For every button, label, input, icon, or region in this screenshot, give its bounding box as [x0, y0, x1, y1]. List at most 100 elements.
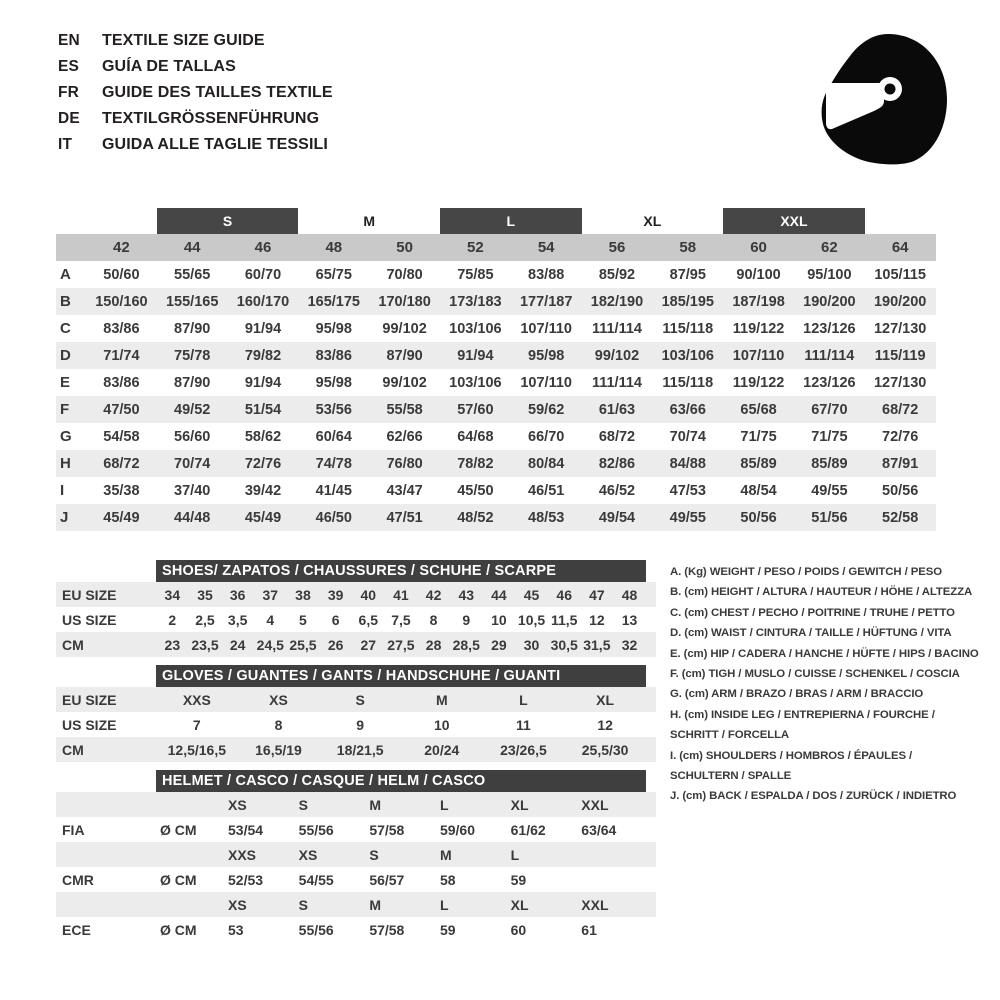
helmet-unit-label: Ø CM [160, 921, 197, 938]
shoes-cell: 7,5 [391, 611, 411, 628]
cell-f-50: 55/58 [386, 401, 423, 418]
cell-f-42: 47/50 [103, 401, 140, 418]
shoes-cell: 41 [393, 586, 409, 603]
legend-item: SCHRITT / FORCELLA [670, 729, 790, 742]
cell-c-46: 91/94 [244, 320, 282, 337]
cell-j-48: 46/50 [315, 509, 352, 526]
row-label-a: A [60, 266, 71, 283]
cell-b-42: 150/160 [95, 293, 148, 310]
shoes-cell: 3,5 [227, 611, 248, 628]
shoes-cell: 39 [327, 586, 344, 603]
shoes-cell: 24,5 [256, 636, 284, 653]
shoes-cell: 32 [621, 636, 638, 653]
cell-g-58: 70/74 [669, 428, 706, 445]
helmet-size-cell: XXL [581, 796, 609, 813]
gloves-row: CM 12,5/16,5 16,5/19 18/21,5 20/24 23/26,5 25,… [56, 737, 656, 762]
cell-i-42: 35/38 [103, 482, 140, 499]
size-band-empty [865, 208, 936, 234]
band-row-spacer [56, 208, 86, 234]
cell-h-50: 76/80 [386, 455, 423, 472]
size-band-row: S M L XL XXL [56, 208, 936, 234]
size-header-48: 48 [325, 239, 343, 256]
cell-j-42: 45/49 [103, 509, 140, 526]
cell-j-56: 49/54 [598, 509, 636, 526]
cell-g-50: 62/66 [386, 428, 423, 445]
cell-b-50: 170/180 [378, 293, 431, 310]
cell-c-54: 107/110 [520, 320, 572, 337]
gloves-row-cells: XXS XS S M L XL [156, 692, 646, 708]
legend-item: I. (cm) SHOULDERS / HOMBROS / ÉPAULES / [670, 749, 913, 762]
helmet-value-cell: 52/53 [228, 871, 264, 888]
cell-e-46: 91/94 [244, 374, 282, 391]
helmet-size-row: XXS XS S M L [56, 842, 656, 867]
helmet-size-cell: M [369, 796, 381, 813]
shoes-row-cells: 34 35 36 37 38 39 40 41 42 43 44 45 46 47 48 [156, 587, 646, 603]
cell-j-58: 49/55 [669, 509, 706, 526]
helmet-size-cell: XXL [581, 896, 609, 913]
cell-j-44: 44/48 [174, 509, 211, 526]
helmet-value-cell: 54/55 [298, 871, 334, 888]
helmet-size-cell [575, 847, 646, 863]
shoes-cell: 23,5 [191, 636, 219, 653]
helmet-value-cell: 53 [228, 921, 244, 938]
cell-e-58: 115/118 [662, 374, 714, 391]
shoes-row-label: EU SIZE [62, 586, 117, 603]
cell-e-54: 107/110 [520, 374, 572, 391]
cell-b-52: 173/183 [449, 293, 502, 310]
shoes-cell: 6,5 [358, 611, 378, 628]
shoes-row: CM 23 23,5 24 24,5 25,5 26 27 27,5 28 28,5 29 30 30,5… [56, 632, 656, 657]
shoes-cell: 29 [491, 636, 507, 653]
shoes-cell: 25,5 [289, 636, 317, 653]
gloves-cell: 10 [434, 716, 450, 733]
title-block: EN TEXTILE SIZE GUIDE ES GUÍA DE TALLAS … [58, 32, 333, 162]
shoes-cell: 26 [327, 636, 344, 653]
gloves-rows: EU SIZE XXS XS S M L XL US SIZE 7 8 9 10 11 12 CM 12,5/… [56, 687, 656, 762]
row-label-c: C [60, 320, 71, 337]
shoes-cell: 5 [299, 611, 307, 628]
shoes-cell: 34 [164, 586, 181, 603]
shoes-cell: 10,5 [517, 611, 546, 628]
shoes-cell: 43 [458, 586, 475, 603]
size-header-56: 56 [608, 239, 626, 256]
legend-item: SCHULTERN / SPALLE [670, 770, 792, 783]
cell-d-50: 87/90 [386, 347, 423, 364]
legend-item: F. (cm) TIGH / MUSLO / CUISSE / SCHENKEL… [670, 668, 960, 681]
helmet-value-cells: 52/53 54/55 56/57 58 59 [222, 872, 646, 888]
cell-i-58: 47/53 [669, 482, 706, 499]
shoes-cell: 27,5 [387, 636, 415, 653]
cell-f-46: 51/54 [244, 401, 282, 418]
size-header-46: 46 [254, 239, 272, 256]
row-label-f: F [60, 401, 70, 418]
gloves-row: EU SIZE XXS XS S M L XL [56, 687, 656, 712]
helmet-table: HELMET / CASCO / CASQUE / HELM / CASCO X… [56, 770, 656, 942]
cell-h-44: 70/74 [174, 455, 211, 472]
legend-item: C. (cm) CHEST / PECHO / POITRINE / TRUHE… [670, 606, 955, 619]
helmet-value-cell: 56/57 [369, 871, 405, 888]
shoes-cell: 28 [425, 636, 442, 653]
cell-c-60: 119/122 [732, 320, 785, 337]
cell-a-52: 75/85 [457, 266, 494, 283]
cell-i-54: 46/51 [528, 482, 565, 499]
title-row-de: DE TEXTILGRÖSSENFÜHRUNG [58, 110, 333, 136]
shoes-cell: 36 [229, 586, 246, 603]
shoes-cell: 23 [164, 636, 181, 653]
cell-f-44: 49/52 [174, 401, 211, 418]
row-label-i: I [60, 482, 65, 499]
cell-b-58: 185/195 [661, 293, 714, 310]
cell-c-50: 99/102 [382, 320, 427, 337]
gloves-cell: XXS [182, 691, 211, 708]
helmet-value-cell: 59 [439, 921, 456, 938]
cell-a-58: 87/95 [669, 266, 706, 283]
helmet-size-cell: M [369, 896, 381, 913]
legend-item: B. (cm) HEIGHT / ALTURA / HAUTEUR / HÖHE… [670, 586, 973, 599]
size-header-54: 54 [537, 239, 555, 256]
table-row: B 150/160 155/165 160/170 165/175 170/180 173/… [56, 288, 936, 315]
helmet-value-cell: 55/56 [298, 821, 334, 838]
table-row: J 45/49 44/48 45/49 46/50 47/51 48/52 48/53 49/5… [56, 504, 936, 531]
helmet-size-cell: M [439, 846, 452, 863]
title-text-es: GUÍA DE TALLAS [102, 58, 236, 75]
lang-code-en: EN [58, 32, 80, 49]
gloves-cell: 8 [274, 716, 283, 733]
gloves-row: US SIZE 7 8 9 10 11 12 [56, 712, 656, 737]
cell-i-52: 45/50 [457, 482, 494, 499]
